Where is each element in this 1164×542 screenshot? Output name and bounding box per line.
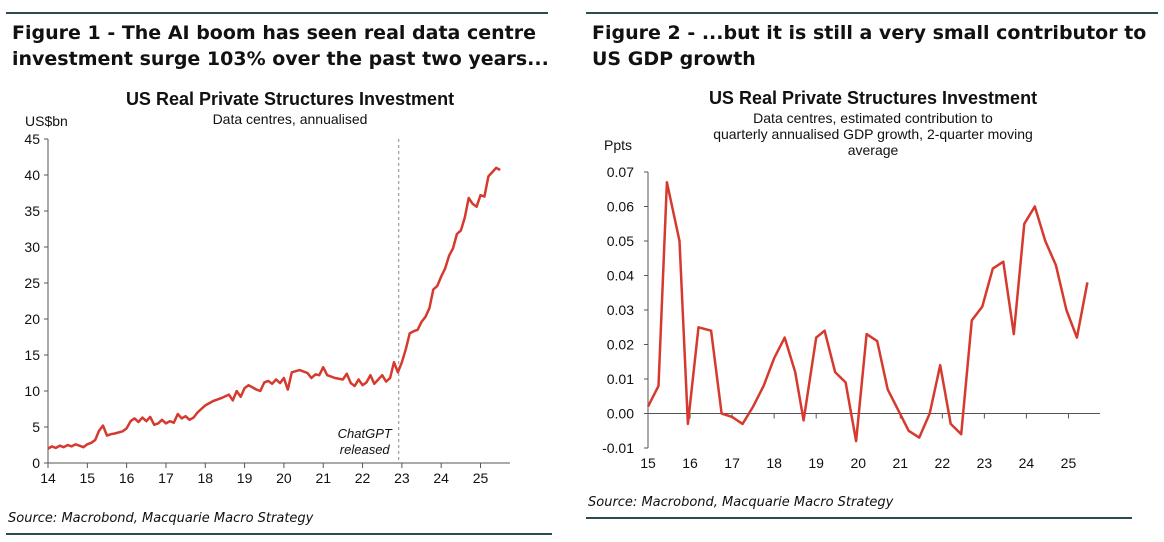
chart-2-svg: US Real Private Structures Investment Dat…	[602, 88, 1100, 471]
chart-1-title: US Real Private Structures Investment	[126, 89, 454, 109]
chart-1-y-tick-label: 5	[32, 419, 40, 435]
chart-1-x-tick-label: 22	[355, 470, 371, 486]
chart-1-x-tick-label: 14	[40, 470, 56, 486]
chart-2-x-tick-label: 17	[724, 455, 740, 471]
chart-1-x-tick-label: 25	[473, 470, 489, 486]
figure-1-heading-line-2: investment surge 103% over the past two …	[12, 48, 549, 70]
chart-2-subtitle-line: Data centres, estimated contribution to	[753, 110, 993, 126]
chart-1-y-tick-label: 35	[24, 203, 40, 219]
chart-2-x-tick-label: 21	[892, 455, 908, 471]
figure-1-bottom-rule	[6, 533, 552, 535]
chart-2-y-tick-label: 0.07	[607, 164, 634, 180]
chart-1-subtitle: Data centres, annualised	[213, 111, 368, 127]
chart-2-y-axis-label: Ppts	[604, 137, 632, 153]
chart-2-series-line	[646, 181, 1089, 443]
chart-1-y-tick-label: 40	[24, 167, 40, 183]
chart-2-x-tick-label: 22	[935, 455, 951, 471]
chart-1-y-tick-label: 10	[24, 383, 40, 399]
chart-2-x-tick-label: 16	[682, 455, 698, 471]
chart-2-x-tick-label: 24	[1019, 455, 1035, 471]
figure-1-source: Source: Macrobond, Macquarie Macro Strat…	[8, 511, 314, 526]
chart-2-y-tick-label: 0.00	[607, 406, 634, 422]
chart-1-y-tick-label: 0	[32, 455, 40, 471]
chart-2-y-tick-label: 0.01	[607, 371, 634, 387]
chart-1-x-tick-label: 19	[237, 470, 253, 486]
figure-2-heading: Figure 2 - ...but it is still a very sma…	[592, 20, 1146, 72]
chart-2-title: US Real Private Structures Investment	[709, 88, 1037, 108]
chart-2-x-tick-label: 19	[808, 455, 824, 471]
chart-1-y-axis-label: US$bn	[25, 113, 68, 129]
chart-1-x-tick-label: 24	[433, 470, 449, 486]
chart-1-series-line	[47, 166, 501, 450]
figure-2-source: Source: Macrobond, Macquarie Macro Strat…	[588, 495, 894, 510]
chart-2-x-tick-label: 18	[766, 455, 782, 471]
chart-2-x-tick-label: 23	[977, 455, 993, 471]
chart-1-y-tick-label: 45	[24, 131, 40, 147]
figure-2-bottom-rule	[586, 517, 1132, 519]
chart-1-y-tick-label: 30	[24, 239, 40, 255]
figure-1-heading-line-1: Figure 1 - The AI boom has seen real dat…	[12, 22, 536, 44]
chart-1-x-tick-label: 15	[80, 470, 96, 486]
chart-2-y-tick-label: 0.02	[607, 337, 634, 353]
chart-1-x-tick-label: 21	[315, 470, 331, 486]
chart-2-x-tick-label: 20	[850, 455, 866, 471]
chart-1-annotation-line-1: ChatGPT	[338, 426, 393, 441]
figure-1-top-rule	[6, 12, 548, 14]
chart-2-subtitle-line: quarterly annualised GDP growth, 2-quart…	[713, 126, 1033, 142]
figure-2-panel: Figure 2 - ...but it is still a very sma…	[580, 0, 1164, 542]
figure-2-top-rule	[586, 12, 1158, 14]
chart-1-x-tick-label: 23	[394, 470, 410, 486]
chart-2-y-tick-label: 0.03	[607, 302, 634, 318]
figure-1-panel: Figure 1 - The AI boom has seen real dat…	[0, 0, 560, 542]
figure-2-heading-line-1: Figure 2 - ...but it is still a very sma…	[592, 22, 1147, 44]
chart-1-x-tick-label: 16	[119, 470, 135, 486]
chart-2-y-tick-label: 0.04	[607, 268, 634, 284]
chart-1-x-tick-label: 17	[158, 470, 174, 486]
chart-1-y-tick-label: 20	[24, 311, 40, 327]
chart-1-annotation-line-2: released	[340, 442, 391, 457]
chart-2-subtitle-line: average	[848, 142, 899, 158]
chart-1-x-tick-label: 20	[276, 470, 292, 486]
chart-1-svg: US Real Private Structures Investment Dat…	[24, 89, 510, 486]
figure-1-heading: Figure 1 - The AI boom has seen real dat…	[12, 20, 549, 72]
chart-2-x-tick-label: 15	[640, 455, 656, 471]
chart-1-y-tick-label: 15	[24, 347, 40, 363]
figure-2-heading-line-2: US GDP growth	[592, 48, 756, 70]
chart-2-y-tick-label: 0.05	[607, 233, 634, 249]
chart-2-y-tick-label: 0.06	[607, 199, 634, 215]
chart-2-x-tick-label: 25	[1061, 455, 1077, 471]
chart-1-y-tick-label: 25	[24, 275, 40, 291]
chart-1-x-tick-label: 18	[197, 470, 213, 486]
chart-2-y-tick-label: -0.01	[602, 440, 634, 456]
